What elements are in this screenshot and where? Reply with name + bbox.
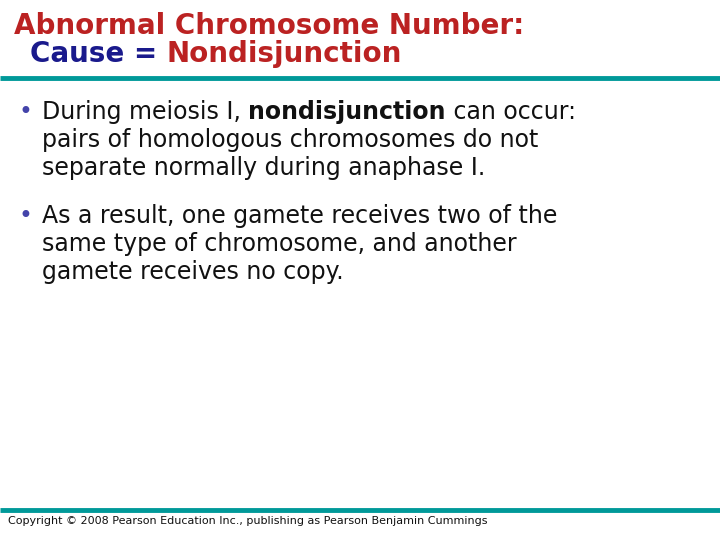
Text: •: • [18,100,32,124]
Text: same type of chromosome, and another: same type of chromosome, and another [42,232,517,256]
Text: Cause =: Cause = [30,40,167,68]
Text: Abnormal Chromosome Number:: Abnormal Chromosome Number: [14,12,524,40]
Text: can occur:: can occur: [446,100,576,124]
Text: nondisjunction: nondisjunction [248,100,446,124]
Text: Copyright © 2008 Pearson Education Inc., publishing as Pearson Benjamin Cummings: Copyright © 2008 Pearson Education Inc.,… [8,516,487,526]
Text: Nondisjunction: Nondisjunction [167,40,402,68]
Text: As a result, one gamete receives two of the: As a result, one gamete receives two of … [42,204,557,228]
Text: •: • [18,204,32,228]
Text: separate normally during anaphase I.: separate normally during anaphase I. [42,156,485,180]
Text: pairs of homologous chromosomes do not: pairs of homologous chromosomes do not [42,128,539,152]
Text: gamete receives no copy.: gamete receives no copy. [42,260,343,284]
Text: During meiosis I,: During meiosis I, [42,100,248,124]
